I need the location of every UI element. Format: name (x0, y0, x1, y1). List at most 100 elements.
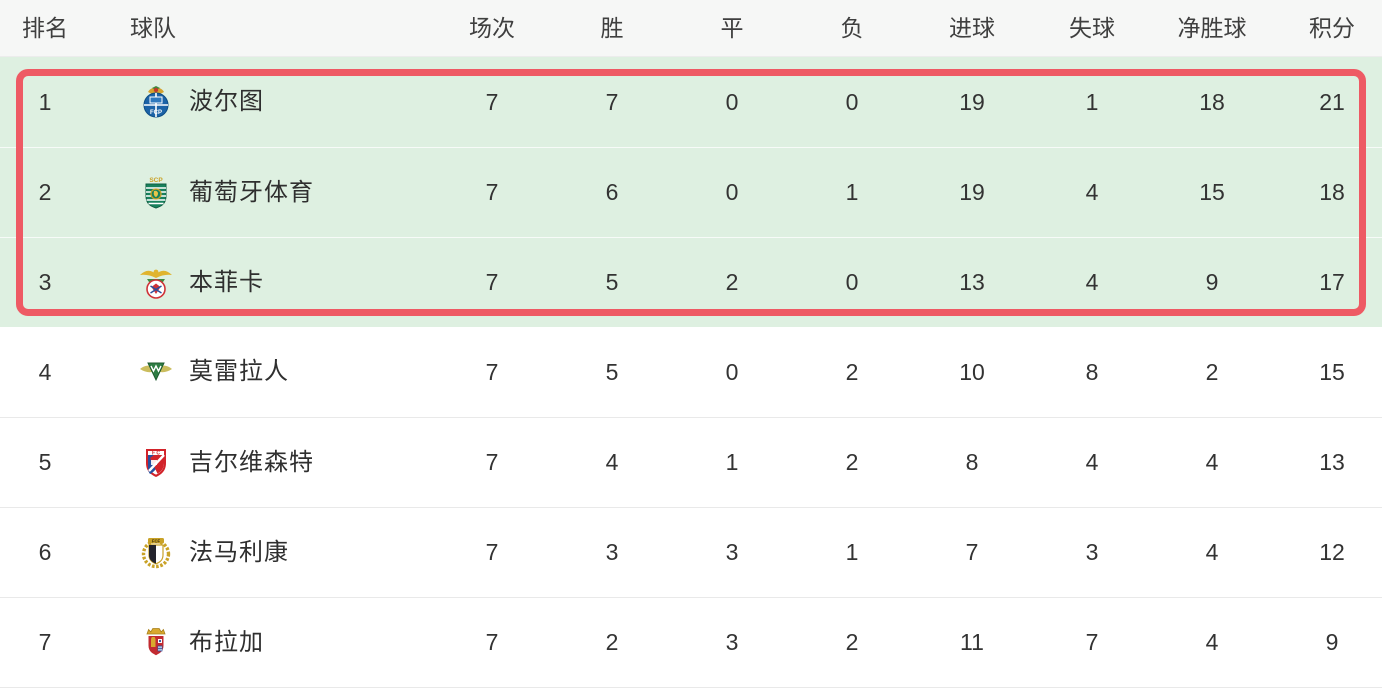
team-cell: 布拉加 (90, 625, 432, 661)
rank-value: 2 (38, 179, 52, 205)
goals-for-value: 8 (965, 449, 979, 475)
goals-for-value: 19 (959, 88, 985, 115)
points-value: 18 (1319, 179, 1345, 205)
table-body: 4 莫雷拉人 7 5 0 2 10 8 2 15 (0, 327, 1382, 688)
table-row-porto[interactable]: 1 FCP 波尔图 7 7 0 0 (0, 57, 1382, 147)
column-header-draw: 平 (720, 14, 744, 41)
goal-diff-value: 9 (1205, 269, 1219, 295)
goals-against-value: 8 (1085, 358, 1099, 385)
gil-vicente-crest-icon: F C (138, 445, 174, 481)
svg-text:F C: F C (152, 450, 160, 456)
svg-text:FCF: FCF (152, 538, 161, 543)
benfica-crest-icon (138, 265, 174, 301)
team-name: 波尔图 (189, 88, 264, 115)
sporting-cp-crest-icon: SCP (138, 175, 174, 211)
famalicao-crest-icon: FCF (138, 535, 174, 571)
table-row-benfica[interactable]: 3 本菲卡 7 5 2 0 13 4 (0, 237, 1382, 327)
points-value: 17 (1319, 269, 1345, 295)
played-value: 7 (485, 449, 499, 475)
team-cell: SCP 葡萄牙体育 (90, 175, 432, 211)
goal-diff-value: 18 (1199, 88, 1225, 115)
team-name: 本菲卡 (189, 268, 264, 296)
draw-value: 0 (725, 358, 739, 385)
column-header-played: 场次 (469, 14, 515, 41)
team-cell: F C 吉尔维森特 (90, 445, 432, 481)
draw-value: 0 (725, 179, 739, 205)
points-value: 9 (1325, 629, 1339, 655)
loss-value: 1 (845, 539, 859, 565)
draw-value: 0 (725, 88, 739, 115)
table-row-sporting[interactable]: 2 SCP 葡萄牙体育 7 6 0 1 19 4 15 (0, 147, 1382, 237)
svg-text:SCP: SCP (149, 177, 163, 184)
loss-value: 2 (845, 358, 859, 385)
played-value: 7 (485, 358, 499, 385)
table-row-moreirense[interactable]: 4 莫雷拉人 7 5 0 2 10 8 2 15 (0, 327, 1382, 417)
column-header-goals-against: 失球 (1069, 14, 1115, 41)
team-cell: FCP 波尔图 (90, 84, 432, 120)
win-value: 5 (605, 269, 619, 295)
column-header-loss: 负 (840, 14, 864, 41)
table-row-gil-vicente[interactable]: 5 F C 吉尔维森特 7 4 1 (0, 417, 1382, 507)
win-value: 5 (605, 358, 619, 385)
svg-text:FCP: FCP (150, 110, 162, 116)
rank-value: 4 (38, 358, 52, 385)
rank-value: 5 (38, 449, 52, 475)
column-header-points: 积分 (1309, 14, 1355, 41)
loss-value: 1 (845, 179, 859, 205)
played-value: 7 (485, 269, 499, 295)
goal-diff-value: 2 (1205, 358, 1219, 385)
column-header-team: 球队 (90, 16, 432, 40)
team-name: 布拉加 (189, 628, 264, 656)
team-name: 葡萄牙体育 (189, 178, 314, 206)
goals-against-value: 1 (1085, 88, 1099, 115)
win-value: 6 (605, 179, 619, 205)
rank-value: 6 (38, 539, 52, 565)
goal-diff-value: 15 (1199, 179, 1225, 205)
win-value: 3 (605, 539, 619, 565)
goals-against-value: 7 (1085, 629, 1099, 655)
porto-crest-icon: FCP (138, 84, 174, 120)
loss-value: 0 (845, 88, 859, 115)
rank-value: 7 (38, 629, 52, 655)
draw-value: 3 (725, 629, 739, 655)
played-value: 7 (485, 539, 499, 565)
loss-value: 2 (845, 449, 859, 475)
team-name: 莫雷拉人 (189, 358, 289, 385)
points-value: 21 (1319, 88, 1345, 115)
rank-value: 3 (38, 269, 52, 295)
win-value: 4 (605, 449, 619, 475)
column-header-rank: 排名 (22, 14, 68, 41)
table-header-row: 排名 球队 场次 胜 平 负 进球 失球 净胜球 积分 (0, 0, 1382, 57)
table-row-famalicao[interactable]: 6 FCF 法马利康 7 3 3 1 7 3 4 1 (0, 507, 1382, 597)
goal-diff-value: 4 (1205, 629, 1219, 655)
team-cell: 莫雷拉人 (90, 354, 432, 390)
column-header-goal-diff: 净胜球 (1177, 14, 1247, 41)
goals-for-value: 13 (959, 269, 985, 295)
goals-for-value: 19 (959, 179, 985, 205)
goal-diff-value: 4 (1205, 449, 1219, 475)
goals-for-value: 10 (959, 358, 985, 385)
team-cell: 本菲卡 (90, 265, 432, 301)
team-name: 法马利康 (189, 538, 289, 566)
braga-crest-icon (138, 625, 174, 661)
points-value: 12 (1319, 539, 1345, 565)
points-value: 13 (1319, 449, 1345, 475)
goals-against-value: 4 (1085, 179, 1099, 205)
team-name: 吉尔维森特 (189, 448, 314, 476)
table-row-braga[interactable]: 7 布拉加 7 2 (0, 597, 1382, 687)
column-header-win: 胜 (600, 14, 624, 41)
draw-value: 3 (725, 539, 739, 565)
played-value: 7 (485, 179, 499, 205)
team-cell: FCF 法马利康 (90, 535, 432, 571)
win-value: 7 (605, 88, 619, 115)
goals-for-value: 7 (965, 539, 979, 565)
top3-highlight-group: 1 FCP 波尔图 7 7 0 0 (0, 57, 1382, 327)
played-value: 7 (485, 629, 499, 655)
goal-diff-value: 4 (1205, 539, 1219, 565)
points-value: 15 (1319, 358, 1345, 385)
loss-value: 0 (845, 269, 859, 295)
win-value: 2 (605, 629, 619, 655)
loss-value: 2 (845, 629, 859, 655)
moreirense-crest-icon (138, 354, 174, 390)
